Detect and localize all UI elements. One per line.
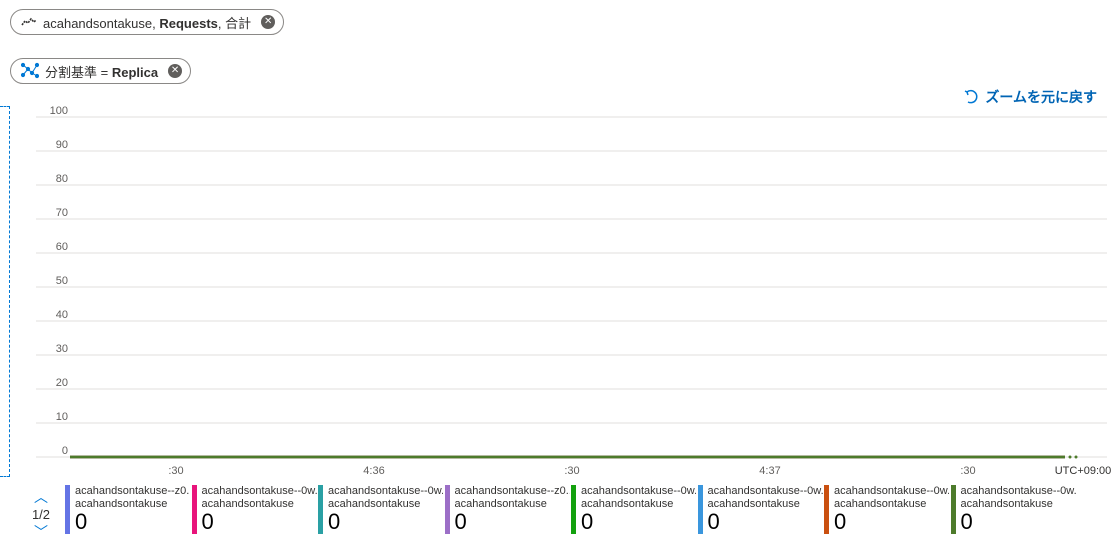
legend-color-swatch	[697, 485, 703, 534]
legend-resource-name: acahandsontakuse	[328, 498, 421, 510]
split-label: 分割基準 =	[45, 64, 112, 80]
y-tick-label: 40	[56, 309, 68, 321]
legend-value: 0	[581, 509, 594, 534]
y-tick-label: 100	[50, 105, 68, 117]
legend-color-swatch	[950, 485, 956, 534]
x-tick-label: 4:37	[759, 465, 780, 477]
legend-value: 0	[75, 509, 88, 534]
legend-series-name: acahandsontakuse--0w...	[581, 485, 696, 497]
reset-zoom-link[interactable]: ズームを元に戻す	[963, 87, 1097, 107]
x-tick-label: :30	[168, 465, 183, 477]
split-filter-pill[interactable]: 分割基準 = Replica ✕	[10, 58, 192, 84]
legend-item[interactable]: acahandsontakuse--0w... acahandsontakuse 0	[823, 484, 949, 536]
legend-pager: ︿ 1/2 ﹀	[28, 490, 54, 539]
y-tick-label: 60	[56, 241, 68, 253]
legend-value: 0	[328, 509, 341, 534]
remove-metric-icon[interactable]: ✕	[261, 15, 276, 29]
chevron-down-icon[interactable]: ﹀	[34, 524, 48, 540]
pager-label: 1/2	[31, 507, 51, 522]
legend-series-name: acahandsontakuse--z0...	[75, 485, 190, 497]
remove-split-icon[interactable]: ✕	[168, 64, 183, 78]
series-point	[1074, 455, 1078, 459]
legend-item[interactable]: acahandsontakuse--z0... acahandsontakuse 0	[444, 484, 570, 536]
x-tick-label: :30	[564, 465, 579, 477]
legend-color-swatch	[318, 485, 323, 534]
legend-color-swatch	[444, 485, 450, 534]
metric-filter-pill[interactable]: acahandsontakuse, Requests, 合計 ✕	[10, 9, 285, 35]
legend-value: 0	[201, 509, 214, 534]
legend-value: 0	[834, 509, 847, 534]
timezone-label: UTC+09:00	[1055, 465, 1111, 477]
legend-series-name: acahandsontakuse--0w...	[707, 485, 823, 497]
legend-item[interactable]: acahandsontakuse--0w... acahandsontakuse 0	[697, 484, 823, 536]
legend-resource-name: acahandsontakuse	[75, 498, 168, 510]
y-tick-label: 90	[56, 139, 68, 151]
metric-aggregation: , 合計	[217, 15, 252, 31]
legend-value: 0	[707, 509, 720, 534]
legend-resource-name: acahandsontakuse	[960, 498, 1053, 510]
y-tick-label: 0	[62, 445, 68, 457]
legend-color-swatch	[191, 485, 197, 534]
x-tick-label: :30	[960, 465, 975, 477]
x-tick-label: 4:36	[363, 465, 384, 477]
chevron-up-icon[interactable]: ︿	[34, 489, 48, 505]
y-tick-label: 10	[56, 411, 68, 423]
series-point	[1068, 455, 1072, 459]
metric-name: Requests	[159, 15, 218, 31]
split-value: Replica	[111, 64, 159, 80]
legend-series-name: acahandsontakuse--0w...	[328, 485, 443, 497]
legend-resource-name: acahandsontakuse	[454, 498, 547, 510]
y-tick-label: 50	[56, 275, 68, 287]
legend-item[interactable]: acahandsontakuse--0w... acahandsontakuse 0	[570, 484, 696, 536]
legend-item[interactable]: acahandsontakuse--0w... acahandsontakuse 0	[317, 484, 443, 536]
legend-value: 0	[454, 509, 467, 534]
legend-resource-name: acahandsontakuse	[201, 498, 294, 510]
y-tick-label: 20	[56, 377, 68, 389]
undo-icon	[963, 89, 979, 105]
legend-item[interactable]: acahandsontakuse--0w... acahandsontakuse 0	[950, 484, 1076, 536]
legend-resource-name: acahandsontakuse	[834, 498, 927, 510]
legend-resource-name: acahandsontakuse	[707, 498, 800, 510]
legend-value: 0	[960, 509, 973, 534]
y-tick-label: 80	[56, 173, 68, 185]
legend-item[interactable]: acahandsontakuse--0w... acahandsontakuse 0	[191, 484, 317, 536]
legend-series-name: acahandsontakuse--0w...	[960, 485, 1076, 497]
legend-series-name: acahandsontakuse--0w...	[201, 485, 317, 497]
reset-zoom-label: ズームを元に戻す	[985, 89, 1097, 105]
legend-color-swatch	[65, 485, 70, 534]
line-chart-icon	[21, 15, 37, 30]
legend-resource-name: acahandsontakuse	[581, 498, 674, 510]
y-tick-label: 30	[56, 343, 68, 355]
chart-legend: acahandsontakuse--z0... acahandsontakuse 0…	[64, 484, 1076, 536]
legend-color-swatch	[571, 485, 576, 534]
legend-item[interactable]: acahandsontakuse--z0... acahandsontakuse 0	[64, 484, 190, 536]
selection-bracket	[0, 106, 10, 477]
scatter-network-icon	[20, 61, 40, 82]
y-tick-label: 70	[56, 207, 68, 219]
metric-resource: acahandsontakuse,	[43, 15, 160, 31]
legend-series-name: acahandsontakuse--0w...	[834, 485, 949, 497]
legend-series-name: acahandsontakuse--z0...	[454, 485, 570, 497]
legend-color-swatch	[824, 485, 829, 534]
